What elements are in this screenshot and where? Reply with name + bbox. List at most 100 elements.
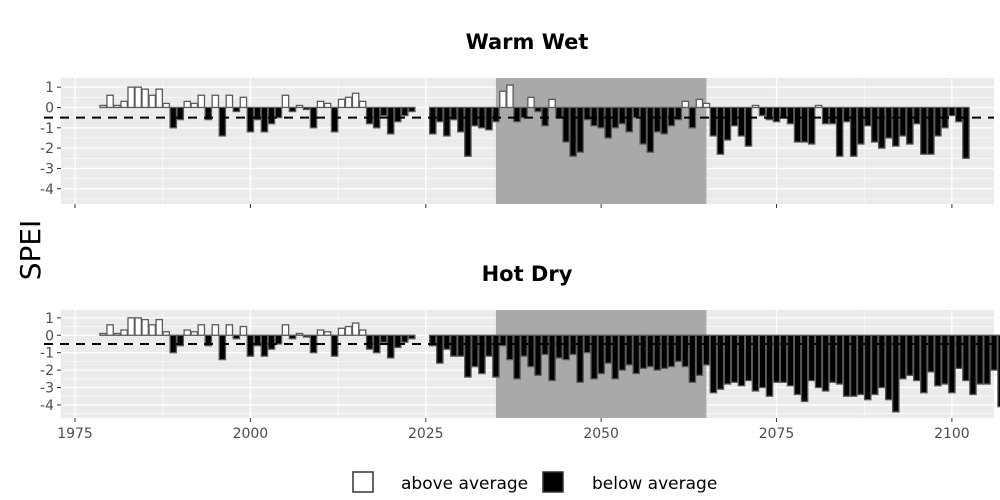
bar-hot-dry-historical-2017 <box>365 334 374 350</box>
bar-warm-wet-projection-2077 <box>786 106 795 125</box>
bar-hot-dry-projection-2034 <box>485 334 493 357</box>
bar-hot-dry-historical-1999 <box>239 325 248 336</box>
bar-warm-wet-historical-2009 <box>309 106 318 129</box>
bar-hot-dry-projection-2092 <box>891 334 900 413</box>
bar-warm-wet-historical-1979 <box>99 104 107 109</box>
bar-warm-wet-historical-1987 <box>155 88 164 109</box>
bar-warm-wet-projection-2093 <box>898 106 907 137</box>
bar-warm-wet-projection-2095 <box>913 106 921 125</box>
y-tick-label: -1 <box>40 346 54 362</box>
bar-hot-dry-projection-2087 <box>856 334 865 396</box>
bar-warm-wet-projection-2090 <box>877 106 886 149</box>
bar-hot-dry-projection-2066 <box>709 334 718 394</box>
bar-hot-dry-projection-2030 <box>457 334 465 357</box>
legend: above average below average <box>352 471 717 494</box>
bar-hot-dry-projection-2080 <box>807 334 816 382</box>
bar-hot-dry-projection-2098 <box>934 334 942 387</box>
bar-warm-wet-historical-1984 <box>134 86 142 109</box>
bar-hot-dry-projection-2054 <box>625 334 634 366</box>
bar-hot-dry-projection-2049 <box>590 334 598 380</box>
bar-warm-wet-historical-2019 <box>379 106 388 117</box>
y-tick-label: 0 <box>45 328 54 344</box>
bar-warm-wet-projection-2057 <box>646 106 655 153</box>
y-tick-label: 0 <box>45 100 54 116</box>
bar-hot-dry-historical-2022 <box>400 334 409 343</box>
bar-hot-dry-projection-2055 <box>632 334 641 375</box>
bar-hot-dry-projection-2082 <box>821 334 830 392</box>
bar-warm-wet-projection-2092 <box>891 106 900 147</box>
bar-warm-wet-projection-2060 <box>667 106 676 127</box>
bar-warm-wet-historical-2020 <box>386 106 395 135</box>
bar-warm-wet-historical-2021 <box>393 106 402 123</box>
bar-warm-wet-historical-1996 <box>218 106 227 137</box>
bar-warm-wet-projection-2047 <box>576 106 584 153</box>
bar-hot-dry-projection-2090 <box>877 334 886 389</box>
bar-hot-dry-historical-2020 <box>386 334 395 359</box>
bar-warm-wet-projection-2049 <box>590 106 598 127</box>
bar-hot-dry-projection-2088 <box>863 334 872 401</box>
bar-hot-dry-projection-2037 <box>506 334 514 361</box>
bar-warm-wet-projection-2073 <box>758 106 767 117</box>
y-axis-label: SPEI <box>14 220 47 281</box>
bar-warm-wet-projection-2059 <box>660 106 669 135</box>
bar-warm-wet-projection-2037 <box>506 84 514 109</box>
bar-warm-wet-historical-1982 <box>120 100 128 109</box>
bar-warm-wet-projection-2097 <box>927 106 935 155</box>
bar-hot-dry-historical-2001 <box>253 334 262 347</box>
bar-hot-dry-projection-2035 <box>492 334 500 378</box>
bar-hot-dry-historical-2011 <box>323 331 332 336</box>
bar-hot-dry-historical-2019 <box>379 334 388 343</box>
bar-hot-dry-projection-2078 <box>793 334 802 396</box>
bar-hot-dry-historical-2018 <box>372 334 381 354</box>
bar-hot-dry-projection-2052 <box>611 334 619 380</box>
panel-title-hot-dry: Hot Dry <box>482 262 573 286</box>
bar-warm-wet-projection-2068 <box>723 106 732 141</box>
bar-hot-dry-projection-2038 <box>513 334 521 380</box>
bar-warm-wet-projection-2084 <box>835 106 844 157</box>
bar-warm-wet-projection-2044 <box>555 106 563 119</box>
bar-warm-wet-projection-2054 <box>625 106 634 133</box>
y-tick-label: -2 <box>40 141 54 157</box>
bar-warm-wet-projection-2091 <box>884 106 893 139</box>
bar-warm-wet-historical-1995 <box>211 94 220 109</box>
bar-hot-dry-projection-2056 <box>639 334 648 370</box>
bar-warm-wet-projection-2029 <box>450 106 458 121</box>
bar-hot-dry-projection-2061 <box>674 334 683 363</box>
bar-hot-dry-historical-2015 <box>351 322 360 336</box>
bar-warm-wet-projection-2046 <box>569 106 577 157</box>
bar-hot-dry-historical-1984 <box>134 317 142 336</box>
bar-hot-dry-projection-2089 <box>870 334 879 396</box>
bar-warm-wet-historical-2016 <box>358 100 367 109</box>
bar-warm-wet-projection-2039 <box>520 106 528 119</box>
bar-hot-dry-historical-2000 <box>246 334 255 357</box>
bar-warm-wet-projection-2094 <box>906 106 914 145</box>
bar-hot-dry-projection-2031 <box>464 334 472 378</box>
bar-hot-dry-projection-2084 <box>835 334 844 385</box>
bar-hot-dry-projection-2047 <box>576 334 584 383</box>
bar-hot-dry-projection-2057 <box>646 334 655 368</box>
legend-label-below: below average <box>592 474 717 494</box>
bar-hot-dry-projection-2064 <box>695 334 704 376</box>
bar-hot-dry-projection-2033 <box>478 334 486 375</box>
bar-hot-dry-projection-2094 <box>906 334 914 376</box>
y-tick-label: -4 <box>40 182 54 198</box>
bar-hot-dry-historical-2010 <box>316 329 325 336</box>
bar-hot-dry-historical-1990 <box>176 334 185 347</box>
bar-hot-dry-projection-2067 <box>716 334 725 390</box>
bar-hot-dry-projection-2091 <box>884 334 893 401</box>
x-tick-label: 2050 <box>583 426 619 442</box>
bar-hot-dry-projection-2029 <box>450 334 458 357</box>
bar-warm-wet-historical-2004 <box>274 106 283 119</box>
bar-warm-wet-historical-2010 <box>316 100 325 109</box>
bar-hot-dry-historical-2009 <box>309 334 318 354</box>
bar-hot-dry-projection-2069 <box>730 334 739 383</box>
bar-hot-dry-historical-1997 <box>225 324 234 336</box>
bar-warm-wet-historical-2014 <box>344 96 353 109</box>
bar-warm-wet-projection-2067 <box>716 106 725 155</box>
bar-hot-dry-projection-2106 <box>990 334 998 371</box>
bar-warm-wet-projection-2045 <box>562 106 570 143</box>
bar-warm-wet-projection-2058 <box>653 106 662 133</box>
bar-hot-dry-historical-1982 <box>120 329 128 336</box>
